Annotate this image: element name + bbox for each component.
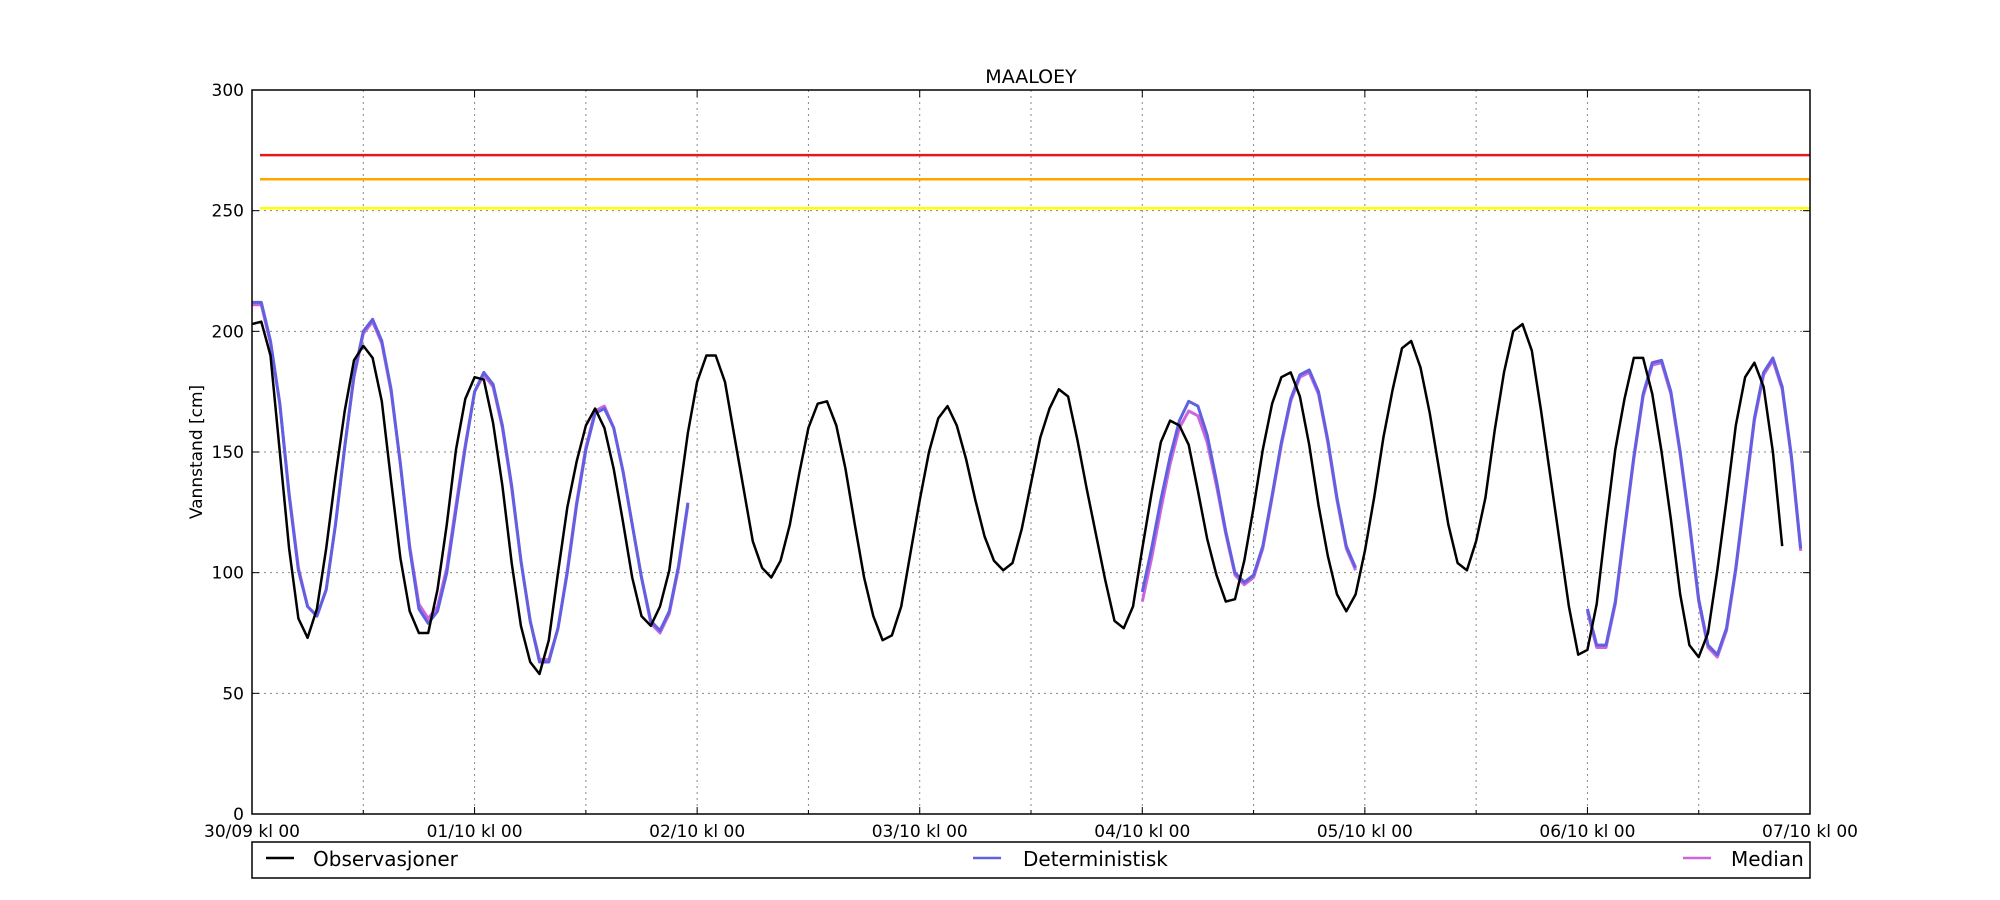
y-tick-label: 300 — [212, 81, 244, 101]
series-line-median — [1585, 358, 1803, 659]
legend-frame — [251, 841, 1811, 879]
x-tick-label: 03/10 kl 00 — [872, 822, 968, 842]
x-tick-label: 30/09 kl 00 — [204, 822, 300, 842]
y-tick-label: 150 — [212, 443, 244, 463]
y-tick-label: 100 — [212, 564, 244, 584]
x-tick-label: 05/10 kl 00 — [1317, 822, 1413, 842]
threshold-lines — [260, 153, 1810, 210]
y-tick-label: 250 — [212, 202, 244, 222]
legend-item-observasjoner: Observasjoner — [266, 847, 459, 871]
series-line-observasjoner — [251, 320, 1784, 676]
series-line-deterministisk — [1585, 356, 1803, 657]
x-tick-label: 02/10 kl 00 — [649, 822, 745, 842]
axis-ticks: 30/09 kl 00 01/10 kl 00 02/10 kl 00 03/10 k… — [204, 81, 1858, 842]
series-line-deterministisk — [1140, 368, 1357, 593]
series-line-deterministisk — [252, 300, 690, 664]
series-line-median — [1140, 370, 1357, 602]
legend-label-deterministisk: Deterministisk — [1023, 847, 1168, 871]
series-lines — [251, 300, 1803, 676]
legend-label-observasjoner: Observasjoner — [313, 847, 459, 871]
y-tick-label: 200 — [212, 322, 244, 342]
legend-item-median: Median — [1683, 847, 1804, 871]
x-tick-label: 07/10 kl 00 — [1762, 822, 1858, 842]
legend-label-median: Median — [1731, 847, 1804, 871]
chart-title: MAALOEY — [985, 66, 1077, 88]
legend-item-deterministisk: Deterministisk — [973, 847, 1168, 871]
x-tick-label: 04/10 kl 00 — [1094, 822, 1190, 842]
gridlines — [252, 90, 1810, 814]
y-tick-label: 50 — [222, 684, 244, 704]
legend: Observasjoner Deterministisk Median — [251, 841, 1811, 879]
y-axis-label: Vannstand [cm] — [187, 385, 207, 519]
y-tick-label: 0 — [233, 805, 244, 825]
x-tick-label: 06/10 kl 00 — [1539, 822, 1635, 842]
x-tick-label: 01/10 kl 00 — [427, 822, 523, 842]
